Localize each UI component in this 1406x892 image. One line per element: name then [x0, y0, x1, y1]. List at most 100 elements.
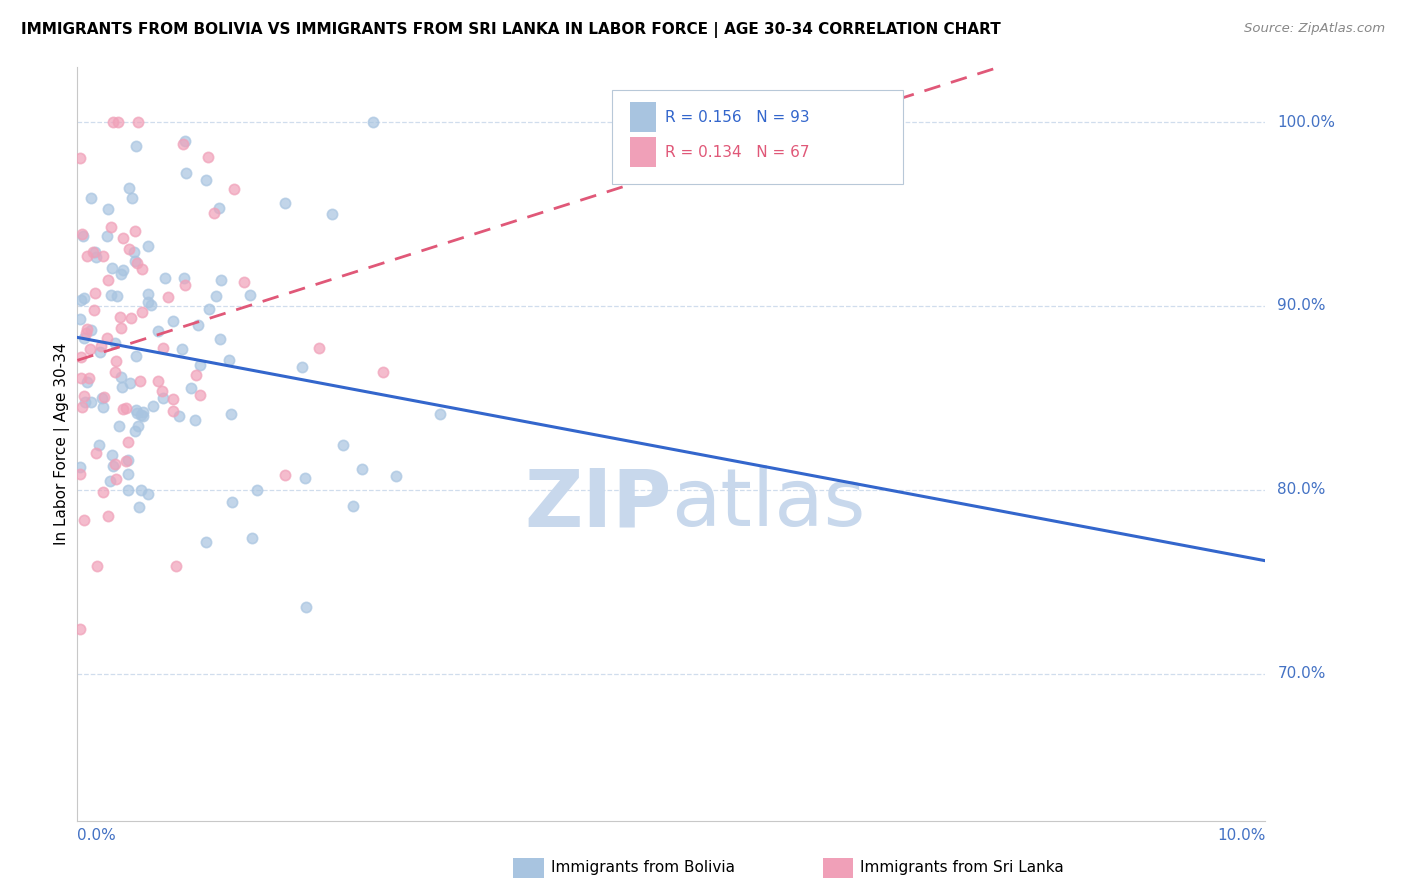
- Point: [361, 115, 384, 129]
- Point: [82, 244, 104, 259]
- Point: [153, 270, 176, 285]
- Point: [136, 287, 159, 301]
- Point: [233, 276, 256, 290]
- Point: [69, 459, 91, 474]
- Point: [242, 531, 264, 545]
- Point: [96, 229, 118, 244]
- Text: ZIP: ZIP: [524, 465, 672, 543]
- Point: [246, 483, 269, 497]
- Point: [104, 365, 127, 379]
- Point: [274, 468, 297, 483]
- Point: [110, 267, 132, 281]
- Text: IMMIGRANTS FROM BOLIVIA VS IMMIGRANTS FROM SRI LANKA IN LABOR FORCE | AGE 30-34 : IMMIGRANTS FROM BOLIVIA VS IMMIGRANTS FR…: [21, 22, 1001, 38]
- Point: [124, 254, 146, 268]
- Point: [308, 341, 330, 355]
- Point: [118, 242, 141, 256]
- Point: [131, 408, 153, 422]
- Point: [86, 558, 108, 573]
- Point: [186, 368, 208, 382]
- Point: [342, 500, 364, 514]
- Point: [291, 359, 314, 374]
- Point: [180, 381, 202, 395]
- Text: 70.0%: 70.0%: [1277, 666, 1326, 681]
- Point: [172, 136, 194, 151]
- Bar: [630, 103, 657, 133]
- Point: [218, 352, 240, 367]
- Point: [385, 468, 408, 483]
- Point: [209, 273, 232, 287]
- Point: [176, 166, 198, 180]
- Point: [83, 244, 105, 259]
- Point: [83, 303, 105, 318]
- Point: [125, 403, 148, 417]
- Point: [96, 331, 118, 345]
- Point: [120, 376, 142, 390]
- Point: [167, 409, 190, 423]
- Point: [107, 115, 129, 129]
- Point: [69, 152, 91, 166]
- Point: [121, 192, 143, 206]
- Point: [332, 438, 354, 452]
- Point: [429, 408, 451, 422]
- Point: [129, 375, 152, 389]
- Point: [73, 513, 96, 527]
- Point: [172, 342, 194, 356]
- Point: [101, 448, 124, 462]
- Point: [73, 331, 96, 345]
- Point: [112, 231, 135, 245]
- Point: [224, 182, 246, 196]
- Point: [84, 285, 107, 300]
- Text: R = 0.156   N = 93: R = 0.156 N = 93: [665, 110, 810, 125]
- Point: [111, 402, 134, 417]
- Text: 80.0%: 80.0%: [1277, 483, 1326, 497]
- Text: Source: ZipAtlas.com: Source: ZipAtlas.com: [1244, 22, 1385, 36]
- Point: [76, 376, 98, 390]
- Point: [100, 219, 122, 234]
- Point: [239, 287, 262, 301]
- Point: [136, 295, 159, 310]
- Point: [152, 341, 174, 355]
- Point: [73, 389, 96, 403]
- Point: [77, 371, 100, 385]
- Point: [198, 301, 221, 316]
- Point: [148, 374, 170, 388]
- Point: [76, 322, 98, 336]
- Text: Immigrants from Sri Lanka: Immigrants from Sri Lanka: [860, 860, 1064, 874]
- Point: [125, 256, 148, 270]
- Point: [104, 457, 127, 471]
- Point: [73, 394, 96, 409]
- Point: [195, 173, 218, 187]
- Point: [294, 600, 316, 615]
- Point: [115, 401, 138, 415]
- Point: [132, 405, 155, 419]
- Point: [104, 472, 127, 486]
- Point: [80, 322, 103, 336]
- Point: [187, 318, 209, 333]
- Point: [174, 277, 197, 292]
- Point: [129, 483, 152, 497]
- Point: [152, 391, 174, 405]
- Point: [70, 350, 93, 364]
- FancyBboxPatch shape: [612, 89, 903, 184]
- Point: [70, 400, 93, 414]
- Point: [97, 509, 120, 524]
- Point: [90, 339, 112, 353]
- Point: [352, 462, 374, 476]
- Point: [131, 304, 153, 318]
- Point: [157, 290, 180, 304]
- Point: [127, 407, 149, 421]
- Point: [294, 470, 316, 484]
- Point: [120, 310, 142, 325]
- Point: [84, 251, 107, 265]
- Point: [69, 467, 91, 482]
- Point: [101, 459, 124, 474]
- Point: [221, 495, 243, 509]
- Point: [125, 139, 148, 153]
- Point: [124, 224, 146, 238]
- Point: [79, 342, 101, 356]
- Point: [127, 419, 149, 434]
- Text: Immigrants from Bolivia: Immigrants from Bolivia: [551, 860, 735, 874]
- Point: [197, 151, 219, 165]
- Point: [150, 384, 173, 399]
- Point: [103, 115, 125, 129]
